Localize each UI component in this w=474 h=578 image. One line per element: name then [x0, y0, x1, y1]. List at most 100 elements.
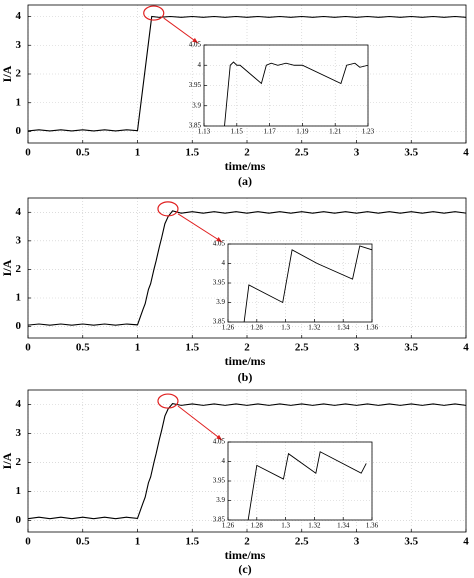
- x-tick-label: 1.26: [222, 324, 235, 332]
- x-tick-label: 0.5: [76, 342, 90, 354]
- inset-frame: [227, 243, 373, 323]
- x-tick-label: 3: [354, 147, 360, 159]
- y-axis-label: I/A: [0, 259, 14, 276]
- caption: (c): [238, 562, 251, 576]
- x-tick-label: 3: [354, 536, 360, 548]
- plot-frame: [27, 389, 467, 533]
- x-tick-label: 1.34: [337, 324, 350, 332]
- y-tick-label: 3.85: [213, 516, 226, 524]
- x-tick-label: 1.32: [308, 522, 321, 530]
- x-tick-label: 1.5: [185, 147, 199, 159]
- x-tick-label: 1.36: [366, 324, 379, 332]
- y-tick-label: 2: [16, 263, 22, 275]
- x-tick-label: 2: [244, 536, 250, 548]
- zoom-arrow-head: [216, 434, 222, 440]
- zoom-arrow: [177, 213, 223, 243]
- x-tick-label: 1: [135, 147, 141, 159]
- x-tick-label: 1.15: [231, 128, 244, 136]
- y-tick-label: 4: [16, 398, 22, 410]
- line-series: [27, 210, 467, 326]
- y-tick-label: 3.9: [216, 298, 225, 306]
- inset-frame: [203, 44, 369, 127]
- x-tick-label: 1.19: [296, 128, 309, 136]
- y-tick-label: 4: [222, 259, 226, 267]
- x-tick-label: 2: [244, 147, 250, 159]
- plot-frame: [27, 4, 467, 144]
- line-series: [27, 15, 467, 132]
- y-tick-label: 4.05: [189, 41, 202, 49]
- y-tick-label: 3.9: [216, 496, 225, 504]
- x-tick-label: 1.21: [329, 128, 342, 136]
- zoom-arrow: [177, 405, 223, 441]
- zoom-marker: [143, 5, 165, 21]
- x-tick-label: 1.34: [337, 522, 350, 530]
- y-tick-label: 1: [16, 292, 22, 304]
- x-tick-label: 4: [463, 536, 469, 548]
- x-tick-label: 2.5: [295, 342, 309, 354]
- y-tick-label: 3.95: [213, 279, 226, 287]
- y-tick-label: 0: [16, 320, 22, 332]
- x-tick-label: 0.5: [76, 147, 90, 159]
- y-tick-label: 4: [16, 206, 22, 218]
- y-tick-label: 2: [16, 456, 22, 468]
- zoom-arrow-head: [192, 37, 198, 43]
- y-tick-label: 3: [16, 427, 22, 439]
- x-tick-label: 1: [135, 342, 141, 354]
- y-tick-label: 3.85: [189, 122, 202, 130]
- y-tick-label: 0: [16, 514, 22, 526]
- x-tick-label: 2: [244, 342, 250, 354]
- x-tick-label: 1.28: [251, 324, 264, 332]
- x-tick-label: 0: [25, 536, 31, 548]
- x-axis-label: time/ms: [225, 159, 266, 173]
- y-tick-label: 3: [16, 39, 22, 51]
- x-tick-label: 4: [463, 342, 469, 354]
- y-tick-label: 4.05: [213, 240, 226, 248]
- zoom-arrow: [163, 17, 199, 44]
- y-axis-label: I/A: [0, 65, 14, 82]
- y-tick-label: 0: [16, 125, 22, 137]
- plot-frame: [27, 197, 467, 339]
- y-tick-label: 3.95: [213, 477, 226, 485]
- zoom-marker: [157, 393, 179, 409]
- line-series: [27, 403, 467, 520]
- x-tick-label: 2.5: [295, 536, 309, 548]
- y-tick-label: 4: [16, 10, 22, 22]
- y-tick-label: 3.95: [189, 81, 202, 89]
- x-tick-label: 1.3: [281, 324, 290, 332]
- zoom-arrow-head: [216, 237, 222, 242]
- y-tick-label: 4: [222, 457, 226, 465]
- x-tick-label: 1.23: [362, 128, 375, 136]
- caption: (b): [238, 370, 253, 384]
- x-tick-label: 1.5: [185, 536, 199, 548]
- x-tick-label: 1.13: [198, 128, 211, 136]
- y-tick-label: 2: [16, 68, 22, 80]
- x-tick-label: 0: [25, 342, 31, 354]
- inset-frame: [227, 441, 373, 521]
- x-tick-label: 1.26: [222, 522, 235, 530]
- y-axis-label: I/A: [0, 452, 14, 469]
- x-tick-label: 1.32: [308, 324, 321, 332]
- y-tick-label: 3.9: [192, 101, 201, 109]
- x-tick-label: 1.3: [281, 522, 290, 530]
- x-tick-label: 0.5: [76, 536, 90, 548]
- y-tick-label: 3.85: [213, 318, 226, 326]
- x-tick-label: 3: [354, 342, 360, 354]
- x-axis-label: time/ms: [225, 354, 266, 368]
- line-series: [224, 61, 369, 127]
- zoom-marker: [157, 201, 179, 217]
- x-tick-label: 1: [135, 536, 141, 548]
- x-tick-label: 2.5: [295, 147, 309, 159]
- x-tick-label: 1.28: [251, 522, 264, 530]
- x-tick-label: 1.36: [366, 522, 379, 530]
- x-tick-label: 4: [463, 147, 469, 159]
- line-series: [243, 245, 373, 323]
- x-tick-label: 3.5: [404, 342, 418, 354]
- y-tick-label: 3: [16, 234, 22, 246]
- line-series: [247, 451, 367, 521]
- y-tick-label: 1: [16, 96, 22, 108]
- y-tick-label: 4: [198, 61, 202, 69]
- x-tick-label: 0: [25, 147, 31, 159]
- x-tick-label: 3.5: [404, 536, 418, 548]
- x-tick-label: 1.5: [185, 342, 199, 354]
